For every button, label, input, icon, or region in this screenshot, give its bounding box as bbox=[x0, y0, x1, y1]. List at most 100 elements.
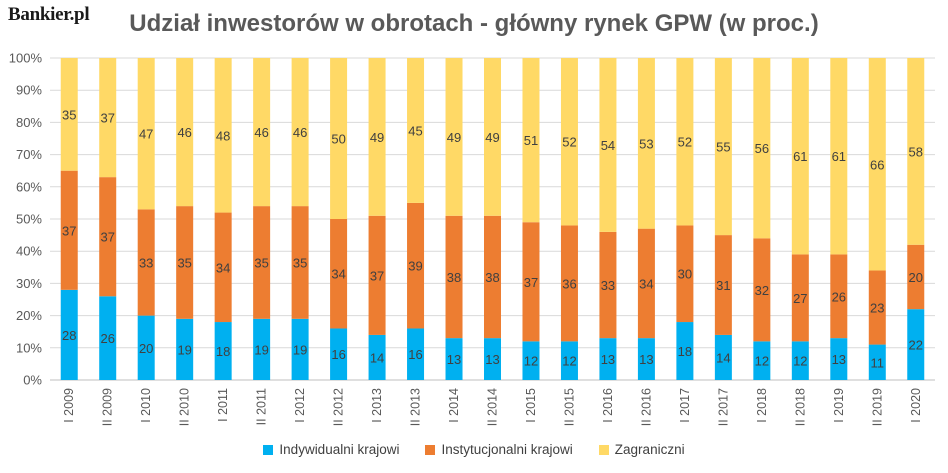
bar-segment bbox=[791, 58, 809, 255]
data-label: 53 bbox=[639, 136, 653, 151]
x-tick-label: II 2017 bbox=[716, 388, 730, 426]
bar-segment bbox=[407, 202, 425, 329]
data-label: 46 bbox=[177, 125, 191, 140]
data-label: 34 bbox=[216, 260, 230, 275]
x-tick-label: II 2016 bbox=[639, 388, 653, 426]
data-label: 13 bbox=[832, 352, 846, 367]
data-label: 61 bbox=[832, 149, 846, 164]
bar-segment bbox=[907, 244, 925, 310]
data-label: 18 bbox=[678, 344, 692, 359]
bar-segment bbox=[714, 58, 732, 236]
bar-segment bbox=[253, 318, 271, 380]
data-label: 13 bbox=[601, 352, 615, 367]
bar-segment bbox=[445, 338, 463, 380]
data-label: 35 bbox=[62, 107, 76, 122]
bar-segment bbox=[522, 58, 540, 223]
bar-segment bbox=[330, 219, 348, 329]
data-label: 36 bbox=[562, 276, 576, 291]
bar-segment bbox=[484, 215, 501, 339]
data-label: 49 bbox=[370, 130, 384, 145]
x-tick-label: II 2014 bbox=[486, 388, 500, 426]
data-label: 38 bbox=[485, 270, 499, 285]
y-tick-label: 50% bbox=[16, 212, 42, 227]
x-tick-label: I 2020 bbox=[909, 388, 923, 423]
data-label: 48 bbox=[216, 128, 230, 143]
legend-label: Indywidualni krajowi bbox=[279, 442, 400, 457]
data-label: 56 bbox=[755, 141, 769, 156]
bar-segment bbox=[791, 341, 809, 380]
data-label: 30 bbox=[678, 267, 692, 282]
bar-segment bbox=[214, 58, 232, 213]
legend-item: Zagraniczni bbox=[598, 442, 685, 457]
data-label: 52 bbox=[678, 135, 692, 150]
bar-segment bbox=[60, 289, 78, 380]
data-label: 19 bbox=[293, 342, 307, 357]
y-tick-label: 30% bbox=[16, 276, 42, 291]
bar-segment bbox=[676, 58, 694, 226]
data-label: 11 bbox=[871, 355, 885, 370]
data-label: 32 bbox=[755, 283, 769, 298]
bar-segment bbox=[99, 58, 117, 178]
bar-segment bbox=[291, 206, 309, 319]
bar-segment bbox=[291, 318, 309, 380]
bar-segment bbox=[907, 58, 925, 245]
x-tick-label: II 2019 bbox=[870, 388, 884, 426]
stacked-bar-chart: 0% 10% 20% 30% 40% 50% 60% 70% 80% 90% 100% 28 37 35 I… bbox=[9, 51, 935, 426]
x-tick-label: I 2017 bbox=[678, 388, 692, 423]
x-tick-label: II 2010 bbox=[178, 388, 192, 426]
data-label: 16 bbox=[331, 347, 345, 362]
y-tick-label: 60% bbox=[16, 179, 42, 194]
legend-swatch bbox=[598, 444, 609, 455]
data-label: 26 bbox=[832, 289, 846, 304]
bar-segment bbox=[676, 225, 694, 323]
bar-segment bbox=[176, 206, 194, 319]
bar-segment bbox=[99, 296, 117, 380]
bar-segment bbox=[137, 315, 155, 380]
bar-segment bbox=[714, 334, 732, 380]
bar-segment bbox=[907, 309, 925, 380]
bar-segment bbox=[637, 58, 655, 229]
bar-segment bbox=[868, 344, 886, 380]
data-label: 58 bbox=[909, 144, 923, 159]
bar-segment bbox=[368, 334, 386, 380]
data-label: 35 bbox=[254, 255, 268, 270]
bar-segment bbox=[214, 322, 232, 380]
data-label: 46 bbox=[254, 125, 268, 140]
data-label: 16 bbox=[408, 347, 422, 362]
bar-segment bbox=[330, 58, 348, 219]
bar-segment bbox=[830, 338, 848, 380]
x-tick-label: II 2009 bbox=[101, 388, 115, 426]
data-label: 51 bbox=[524, 133, 538, 148]
x-tick-label: II 2012 bbox=[332, 388, 346, 426]
data-label: 37 bbox=[100, 230, 114, 245]
bar-segment bbox=[330, 328, 348, 380]
data-label: 33 bbox=[601, 278, 615, 293]
x-tick-label: I 2019 bbox=[832, 388, 846, 423]
bar-segment bbox=[868, 58, 886, 271]
data-label: 14 bbox=[370, 350, 384, 365]
legend-label: Zagraniczni bbox=[614, 442, 685, 457]
bar-segment bbox=[830, 58, 848, 255]
bar-segment bbox=[253, 58, 271, 207]
bar-segment bbox=[753, 238, 771, 342]
data-label: 22 bbox=[909, 338, 923, 353]
y-tick-label: 20% bbox=[16, 308, 42, 323]
bar-segment bbox=[714, 235, 732, 335]
bar-segment bbox=[560, 58, 578, 226]
x-tick-label: I 2018 bbox=[755, 388, 769, 423]
y-tick-label: 0% bbox=[23, 373, 42, 388]
x-tick-label: I 2014 bbox=[447, 388, 461, 423]
data-label: 12 bbox=[755, 354, 769, 369]
data-label: 35 bbox=[293, 255, 307, 270]
data-label: 19 bbox=[177, 342, 191, 357]
data-label: 47 bbox=[139, 127, 153, 142]
y-tick-label: 80% bbox=[16, 115, 42, 130]
bar-segment bbox=[522, 222, 540, 342]
data-label: 39 bbox=[408, 259, 422, 274]
data-label: 12 bbox=[524, 354, 538, 369]
data-label: 20 bbox=[909, 270, 923, 285]
bar-segment bbox=[560, 341, 578, 380]
bar-segment bbox=[60, 170, 78, 290]
bar-segment bbox=[830, 254, 848, 339]
data-label: 49 bbox=[485, 130, 499, 145]
